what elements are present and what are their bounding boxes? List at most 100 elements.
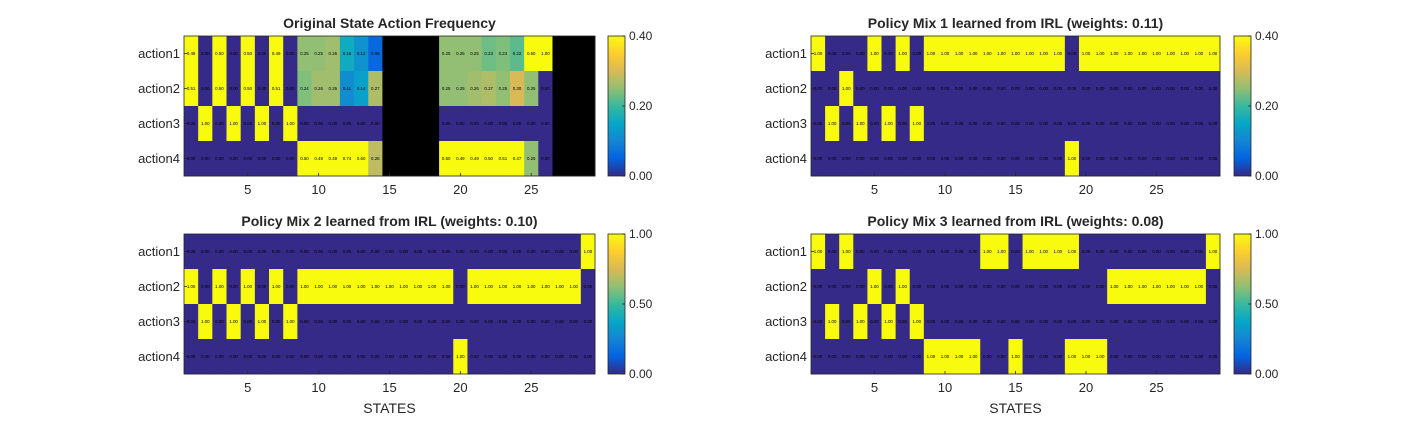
cell-value-label: 0.00 bbox=[414, 354, 423, 359]
heatmap-cell bbox=[354, 234, 369, 270]
heatmap-cell bbox=[1036, 106, 1052, 142]
cell-value-label: 0.00 bbox=[244, 249, 253, 254]
cell-value-label: 0.00 bbox=[527, 319, 536, 324]
panel-title: Policy Mix 2 learned from IRL (weights: … bbox=[241, 213, 537, 229]
heatmap-cell bbox=[410, 36, 426, 72]
cell-value-label: 0.25 bbox=[470, 51, 479, 56]
heatmap-cell bbox=[269, 106, 284, 142]
cell-value-label: 0.00 bbox=[499, 121, 508, 126]
heatmap-cell bbox=[467, 141, 483, 177]
heatmap-cell bbox=[467, 36, 483, 72]
cell-value-label: 0.00 bbox=[969, 156, 978, 161]
cell-value-label: 0.00 bbox=[884, 86, 893, 91]
cell-value-label: 1.00 bbox=[229, 121, 238, 126]
colorbar: 0.00 0.50 1.00 bbox=[607, 227, 653, 381]
x-tick-label: 5 bbox=[871, 380, 878, 395]
cell-value-label: 0.00 bbox=[584, 284, 593, 289]
cell-value-label: 0.00 bbox=[229, 86, 238, 91]
heatmap-cell bbox=[1008, 234, 1023, 270]
cell-value-label: 0.00 bbox=[913, 354, 922, 359]
heatmap-cell bbox=[1022, 339, 1038, 375]
cell-value-label: 0.00 bbox=[983, 156, 992, 161]
cell-value-label: 1.00 bbox=[955, 51, 964, 56]
heatmap-cell bbox=[424, 141, 440, 177]
heatmap-cell bbox=[839, 304, 854, 340]
cell-value-label: 1.00 bbox=[1110, 51, 1119, 56]
colorbar-tick-label: 0.00 bbox=[1255, 367, 1279, 381]
heatmap-cell bbox=[980, 71, 995, 107]
cell-value-label: 1.00 bbox=[286, 319, 295, 324]
cell-value-label: 0.00 bbox=[258, 86, 267, 91]
heatmap-cell bbox=[566, 106, 582, 142]
cell-value-label: 1.00 bbox=[484, 284, 493, 289]
heatmap-cell bbox=[980, 141, 995, 177]
heatmap-cell bbox=[240, 339, 256, 375]
heatmap-cell bbox=[1008, 339, 1023, 375]
heatmap-cell bbox=[396, 141, 412, 177]
cell-value-label: 0.00 bbox=[1054, 354, 1063, 359]
heatmap-cell bbox=[909, 234, 925, 270]
heatmap-cell bbox=[283, 304, 298, 340]
row-label: action3 bbox=[138, 116, 180, 131]
heatmap-cell bbox=[509, 269, 525, 305]
cell-value-label: 0.00 bbox=[1068, 319, 1077, 324]
cell-value-label: 0.00 bbox=[1082, 284, 1091, 289]
colorbar-tick-label: 0.40 bbox=[1255, 29, 1279, 43]
cell-value-label: 0.00 bbox=[941, 156, 950, 161]
x-tick-label: 15 bbox=[382, 182, 396, 197]
cell-value-label: 0.00 bbox=[955, 86, 964, 91]
cell-value-label: 0.49 bbox=[314, 156, 323, 161]
heatmap-cell bbox=[1135, 304, 1150, 340]
cell-value-label: 0.25 bbox=[456, 86, 465, 91]
cell-value-label: 0.00 bbox=[1096, 121, 1105, 126]
cell-value-label: 0.00 bbox=[1180, 86, 1189, 91]
cell-value-label: 1.00 bbox=[442, 284, 451, 289]
cell-value-label: 0.00 bbox=[1152, 319, 1161, 324]
heatmap-cell bbox=[495, 106, 511, 142]
cell-value-label: 1.00 bbox=[569, 284, 578, 289]
heatmap-cell bbox=[839, 71, 854, 107]
heatmap-cell bbox=[396, 106, 412, 142]
heatmap-cell bbox=[325, 339, 341, 375]
cell-value-label: 0.00 bbox=[1152, 156, 1161, 161]
colorbar-gradient bbox=[608, 36, 625, 176]
cell-value-label: 0.00 bbox=[414, 319, 423, 324]
cell-value-label: 0.00 bbox=[969, 319, 978, 324]
heatmap-cell bbox=[481, 339, 497, 375]
heatmap-cell bbox=[325, 304, 341, 340]
cell-value-label: 0.74 bbox=[343, 156, 352, 161]
heatmap-cell bbox=[1107, 141, 1122, 177]
heatmap-cell bbox=[297, 269, 312, 305]
cell-value-label: 0.00 bbox=[828, 354, 837, 359]
cell-value-label: 1.00 bbox=[215, 284, 224, 289]
cell-value-label: 0.00 bbox=[541, 156, 550, 161]
heatmap-cell bbox=[994, 141, 1009, 177]
heatmap-cell bbox=[923, 304, 939, 340]
heatmap-cell bbox=[453, 106, 468, 142]
cell-value-label: 1.00 bbox=[955, 354, 964, 359]
heatmap-cell bbox=[1191, 234, 1207, 270]
cell-value-label: 0.00 bbox=[527, 354, 536, 359]
heatmap-cell bbox=[867, 339, 882, 375]
cell-value-label: 1.00 bbox=[272, 284, 281, 289]
heatmap-cell bbox=[952, 106, 967, 142]
heatmap-cell bbox=[1008, 269, 1023, 305]
colorbar-tick-label: 0.20 bbox=[1255, 99, 1279, 113]
heatmap-cell bbox=[198, 339, 213, 375]
cell-value-label: 0.51 bbox=[187, 86, 196, 91]
cell-value-label: 0.00 bbox=[229, 284, 238, 289]
heatmap-cell bbox=[297, 141, 312, 177]
cell-value-label: 0.00 bbox=[856, 284, 865, 289]
heatmap-cell bbox=[994, 269, 1009, 305]
colorbar-tick-label: 1.00 bbox=[1255, 227, 1279, 241]
heatmap-cell bbox=[552, 234, 568, 270]
heatmap-cell bbox=[339, 304, 355, 340]
heatmap-cell bbox=[439, 36, 454, 72]
heatmap-cell bbox=[254, 234, 270, 270]
cell-value-label: 0.00 bbox=[569, 319, 578, 324]
heatmap-cell bbox=[1191, 36, 1207, 72]
cell-value-label: 0.00 bbox=[884, 249, 893, 254]
cell-value-label: 0.00 bbox=[300, 319, 309, 324]
heatmap-cell bbox=[212, 106, 227, 142]
cell-value-label: 0.00 bbox=[1110, 249, 1119, 254]
